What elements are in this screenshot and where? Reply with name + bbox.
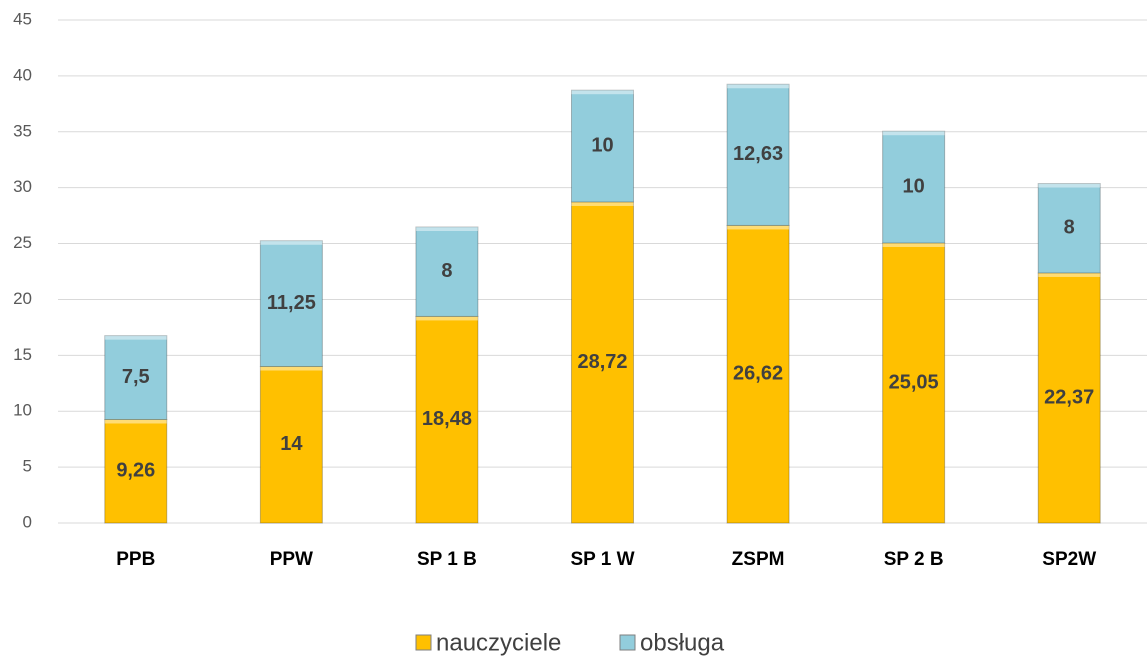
bar-segment bbox=[726, 83, 790, 226]
bar-segment bbox=[1037, 272, 1101, 524]
y-tick-label: 5 bbox=[23, 457, 32, 476]
bar-segment bbox=[259, 366, 323, 524]
bar-segment bbox=[726, 224, 790, 524]
data-label: 14 bbox=[280, 433, 303, 455]
data-label: 18,48 bbox=[422, 408, 472, 430]
y-tick-label: 15 bbox=[13, 345, 32, 364]
bar-highlight bbox=[727, 225, 790, 230]
bar-highlight bbox=[571, 90, 634, 95]
y-tick-label: 45 bbox=[13, 9, 32, 28]
data-label: 8 bbox=[1064, 217, 1075, 239]
legend-label: obsługa bbox=[640, 629, 725, 656]
bar-segment bbox=[415, 226, 479, 317]
data-label: 10 bbox=[903, 175, 925, 197]
bar-segment bbox=[259, 240, 323, 368]
y-tick-label: 40 bbox=[13, 65, 32, 84]
x-tick-label: SP 1 W bbox=[570, 549, 634, 570]
x-tick-label: SP 2 B bbox=[884, 549, 944, 570]
bar-segment bbox=[104, 335, 168, 420]
x-tick-label: SP 1 B bbox=[417, 549, 477, 570]
data-label: 28,72 bbox=[577, 351, 627, 373]
y-tick-label: 35 bbox=[13, 121, 32, 140]
y-tick-label: 0 bbox=[23, 512, 32, 531]
x-tick-label: PPW bbox=[270, 549, 313, 570]
y-tick-label: 25 bbox=[13, 233, 32, 252]
legend-label: nauczyciele bbox=[436, 629, 561, 656]
data-label: 26,62 bbox=[733, 363, 783, 385]
data-label: 11,25 bbox=[267, 292, 316, 314]
legend-swatch bbox=[619, 634, 636, 651]
bar-highlight bbox=[260, 366, 323, 371]
bar-segment bbox=[1037, 183, 1101, 274]
bar-highlight bbox=[104, 335, 167, 340]
bar-highlight bbox=[1038, 183, 1101, 188]
data-label: 12,63 bbox=[733, 143, 783, 165]
x-tick-label: ZSPM bbox=[732, 549, 785, 570]
bar-segment bbox=[571, 89, 634, 203]
bar-highlight bbox=[104, 419, 167, 424]
bar-highlight bbox=[415, 316, 478, 321]
bar-highlight bbox=[727, 84, 790, 89]
legend-swatch bbox=[415, 634, 432, 651]
data-label: 7,5 bbox=[122, 366, 150, 388]
bar-highlight bbox=[882, 242, 945, 247]
bar-segment bbox=[882, 242, 946, 524]
y-tick-label: 20 bbox=[13, 289, 32, 308]
bar-segment bbox=[882, 130, 946, 244]
bar-segment bbox=[571, 201, 634, 524]
data-label: 25,05 bbox=[889, 371, 939, 393]
bar-segment bbox=[415, 315, 479, 524]
data-label: 22,37 bbox=[1044, 386, 1094, 408]
x-tick-label: PPB bbox=[116, 549, 155, 570]
y-tick-label: 30 bbox=[13, 177, 32, 196]
x-tick-label: SP2W bbox=[1042, 549, 1096, 570]
data-label: 8 bbox=[441, 260, 452, 282]
y-tick-label: 10 bbox=[13, 401, 32, 420]
bar-highlight bbox=[882, 131, 945, 136]
data-label: 10 bbox=[591, 134, 613, 156]
bar-highlight bbox=[260, 240, 323, 245]
bar-highlight bbox=[571, 201, 634, 206]
bar-highlight bbox=[1038, 272, 1101, 277]
data-label: 9,26 bbox=[116, 460, 155, 482]
bar-highlight bbox=[415, 227, 478, 232]
